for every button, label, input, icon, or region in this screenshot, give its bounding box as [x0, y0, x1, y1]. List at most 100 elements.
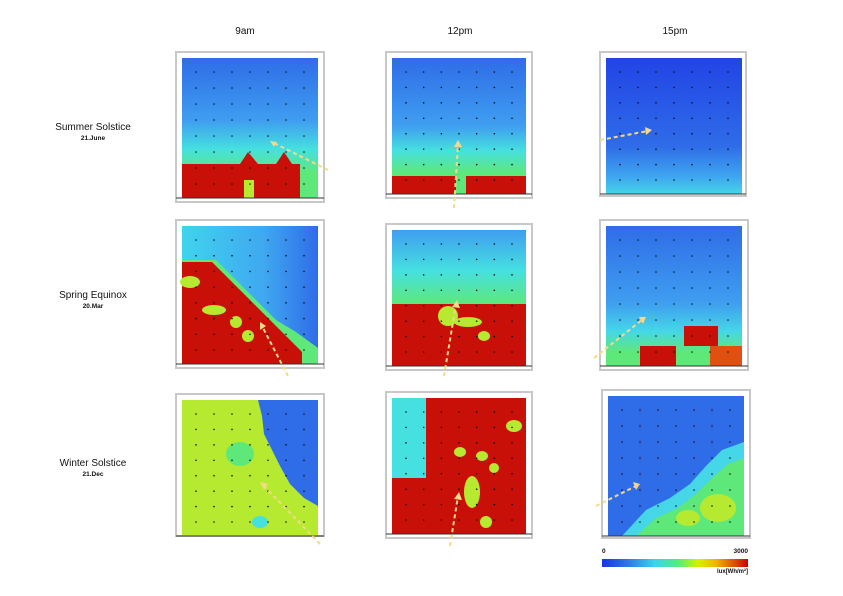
sensor-point — [693, 473, 695, 475]
sensor-point — [475, 274, 478, 276]
sensor-point — [267, 87, 269, 89]
heatmap-highlight — [676, 510, 700, 526]
sensor-point — [637, 287, 639, 289]
sensor-point — [657, 489, 659, 491]
sensor-point — [619, 239, 621, 241]
sensor-point — [231, 151, 233, 153]
sensor-point — [267, 71, 269, 73]
sensor-point — [422, 519, 425, 521]
sensor-point — [727, 179, 729, 181]
sensor-point — [422, 457, 425, 460]
legend-unit-label: lux[Wh/m²] — [717, 569, 748, 575]
sensor-point — [267, 413, 269, 415]
sensor-point — [511, 519, 513, 521]
sensor-point — [727, 351, 729, 353]
sensor-point — [711, 505, 713, 507]
sensor-point — [709, 255, 711, 257]
sensor-point — [619, 163, 621, 166]
sensor-point — [709, 71, 711, 73]
sensor-point — [493, 71, 496, 73]
sensor-point — [405, 351, 407, 353]
heatmap-high-zone — [182, 262, 302, 364]
sensor-point — [249, 286, 251, 288]
sensor-point — [267, 119, 269, 121]
sensor-point — [422, 442, 425, 444]
sensor-point — [213, 521, 215, 523]
heatmap-field — [392, 58, 526, 194]
sensor-point — [493, 86, 496, 89]
sensor-point — [673, 287, 675, 289]
sensor-point — [727, 255, 729, 257]
row-date: 21.June — [80, 135, 106, 142]
sensor-point — [458, 86, 460, 89]
panel-frame — [385, 223, 533, 371]
sensor-point — [655, 303, 657, 305]
sensor-point — [249, 413, 251, 415]
sensor-point — [675, 441, 677, 443]
sensor-point — [422, 71, 425, 73]
sensor-point — [709, 179, 711, 181]
sensor-point — [213, 286, 215, 288]
sensor-point — [673, 255, 675, 257]
sensor-point — [511, 457, 513, 460]
sensor-point — [440, 86, 443, 89]
sensor-point — [458, 335, 460, 338]
sensor-point — [673, 71, 675, 73]
sensor-point — [511, 335, 513, 338]
sensor-point — [231, 521, 233, 523]
sensor-point — [195, 428, 197, 431]
heatmap-highlight — [438, 306, 458, 326]
sensor-point — [691, 271, 693, 273]
sensor-point — [405, 102, 407, 104]
sensor-point — [267, 349, 269, 351]
heatmap-panel-spring-15pm — [593, 219, 750, 380]
sensor-point — [249, 459, 251, 462]
sensor-point — [691, 102, 693, 104]
sensor-point — [691, 239, 693, 241]
sensor-point — [422, 148, 425, 150]
panel-frame — [175, 219, 325, 369]
sensor-grid — [405, 243, 513, 353]
sensor-point — [231, 103, 233, 105]
sensor-point — [709, 271, 711, 273]
sensor-point — [709, 351, 711, 353]
sensor-point — [440, 117, 443, 120]
sensor-point — [709, 102, 711, 104]
sensor-point — [655, 86, 657, 89]
sensor-point — [405, 179, 407, 181]
sensor-point — [405, 519, 407, 521]
sensor-point — [249, 183, 251, 185]
sensor-point — [475, 320, 478, 322]
sensor-point — [422, 304, 425, 307]
sensor-point — [440, 304, 443, 307]
sensor-point — [303, 254, 305, 257]
heatmap-highlight — [252, 516, 268, 528]
sensor-point — [619, 132, 621, 135]
sensor-point — [673, 319, 675, 321]
sensor-point — [213, 349, 215, 351]
sensor-point — [405, 411, 407, 413]
sensor-point — [303, 474, 305, 477]
sensor-point — [267, 183, 269, 185]
heatmap-high-zone — [640, 346, 676, 366]
sensor-point — [195, 444, 197, 446]
sensor-point — [637, 351, 639, 353]
sensor-point — [475, 163, 478, 166]
sensor-point — [675, 457, 677, 459]
sensor-point — [511, 243, 513, 245]
sensor-point — [711, 409, 713, 411]
sensor-point — [440, 132, 443, 135]
sensor-point — [619, 102, 621, 104]
sensor-point — [711, 457, 713, 459]
heatmap-highlight — [476, 451, 488, 461]
sensor-point — [195, 490, 197, 492]
sensor-point — [405, 426, 407, 429]
sensor-point — [213, 87, 215, 89]
sensor-point — [675, 521, 677, 523]
sensor-point — [213, 459, 215, 462]
sensor-point — [475, 457, 478, 460]
sensor-point — [440, 258, 443, 261]
sensor-point — [693, 457, 695, 459]
sensor-point — [405, 488, 407, 490]
sensor-point — [655, 239, 657, 241]
